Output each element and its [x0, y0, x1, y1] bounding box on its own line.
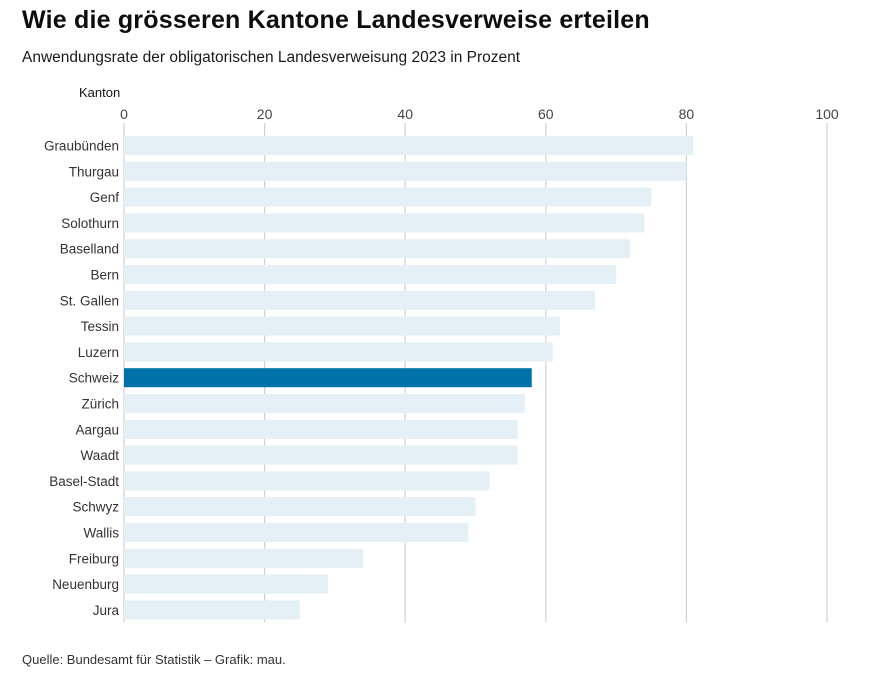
bar-waadt	[124, 445, 518, 465]
bar-thurgau	[124, 161, 687, 181]
bar-schwyz	[124, 497, 476, 517]
source-note: Quelle: Bundesamt für Statistik – Grafik…	[22, 652, 286, 667]
bar-bern	[124, 265, 617, 284]
bar-wallis	[124, 523, 469, 542]
category-label: Baselland	[60, 242, 119, 257]
category-label: Luzern	[78, 345, 119, 360]
bar-jura	[124, 600, 300, 620]
x-tick-label: 100	[815, 106, 839, 122]
bar-aargau	[124, 419, 518, 439]
category-label: Aargau	[75, 422, 119, 437]
bar-baselland	[124, 239, 631, 259]
bar-schweiz	[124, 368, 532, 388]
category-label: Freiburg	[69, 551, 119, 566]
category-label: Jura	[93, 603, 120, 618]
category-label: Bern	[90, 268, 119, 283]
category-label: Solothurn	[61, 216, 119, 231]
bars	[124, 136, 694, 620]
bar-luzern	[124, 342, 553, 362]
category-labels: Graubünden Thurgau Genf Solothurn Baselland B…	[44, 139, 120, 618]
category-label: Waadt	[80, 448, 119, 463]
bar-solothurn	[124, 213, 645, 233]
x-tick-label: 80	[679, 106, 695, 122]
category-label: Graubünden	[44, 139, 119, 154]
category-axis-label: Kanton	[79, 85, 120, 100]
x-tick-label: 0	[120, 106, 128, 122]
bar-neuenburg	[124, 574, 328, 594]
category-label: Tessin	[81, 319, 119, 334]
bar-chart: 0 20 40 60 80 100 Graubünden Thurgau Genf Soloth…	[44, 85, 839, 623]
category-label: Wallis	[84, 526, 120, 541]
category-label: Genf	[90, 190, 120, 205]
x-tick-label: 40	[397, 106, 413, 122]
category-label: Schwyz	[72, 500, 119, 515]
chart-subtitle: Anwendungsrate der obligatorischen Lande…	[22, 49, 521, 66]
category-label: Schweiz	[69, 371, 120, 386]
bar-graub-nden	[124, 136, 694, 155]
category-label: Zürich	[81, 397, 119, 412]
category-label: Neuenburg	[52, 577, 119, 592]
bar-st-gallen	[124, 290, 596, 310]
category-label: Basel-Stadt	[49, 474, 119, 489]
chart-title: Wie die grösseren Kantone Landesverweise…	[22, 6, 650, 34]
category-label: Thurgau	[69, 164, 119, 179]
bar-z-rich	[124, 394, 525, 413]
category-label: St. Gallen	[60, 293, 119, 308]
x-tick-label: 60	[538, 106, 554, 122]
bar-tessin	[124, 316, 560, 336]
bar-genf	[124, 187, 652, 207]
x-tick-label: 20	[257, 106, 273, 122]
bar-basel-stadt	[124, 471, 490, 491]
bar-freiburg	[124, 548, 364, 568]
x-axis-ticks: 0 20 40 60 80 100	[120, 106, 839, 122]
